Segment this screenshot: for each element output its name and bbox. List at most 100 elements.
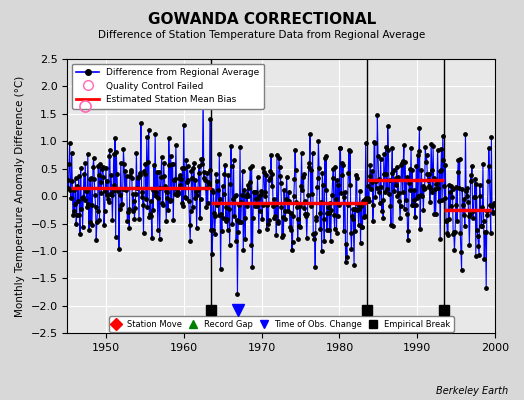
Point [257, 188, 266, 195]
Point [365, 173, 374, 179]
Point [373, 112, 381, 118]
Point [479, 161, 487, 168]
Point [323, 210, 332, 216]
Point [363, 198, 371, 204]
Point [80, 197, 89, 204]
Point [490, 200, 498, 206]
Point [381, 188, 389, 195]
Point [123, 218, 132, 224]
Point [224, 172, 233, 178]
Point [140, 168, 148, 174]
Point [453, 169, 462, 176]
Point [87, 175, 95, 182]
Point [161, 183, 169, 189]
Point [249, 215, 257, 221]
Point [352, 171, 360, 178]
Point [146, 210, 154, 217]
Point [490, 201, 499, 207]
Point [345, 146, 353, 153]
Point [69, 212, 77, 218]
Point [310, 236, 318, 242]
Point [481, 229, 489, 235]
Point [126, 173, 134, 180]
Point [301, 211, 310, 217]
Point [387, 222, 395, 229]
Point [338, 172, 346, 178]
Point [386, 177, 394, 183]
Point [241, 215, 249, 222]
Point [91, 204, 100, 210]
Point [447, 183, 455, 190]
Point [98, 165, 106, 172]
Point [242, 192, 250, 199]
Point [416, 226, 424, 232]
Point [124, 206, 133, 212]
Point [416, 125, 424, 132]
Point [313, 175, 322, 182]
Point [172, 142, 180, 148]
Point [235, 202, 243, 208]
Point [199, 85, 208, 92]
Point [421, 143, 430, 150]
Point [312, 214, 321, 220]
Point [268, 171, 277, 178]
Point [365, 198, 373, 204]
Point [489, 210, 497, 216]
Point [412, 163, 420, 170]
Point [371, 194, 379, 201]
Point [118, 200, 126, 207]
Point [334, 212, 342, 219]
Point [141, 161, 150, 167]
Point [379, 215, 387, 221]
Point [378, 197, 387, 203]
Point [115, 206, 124, 212]
Point [450, 229, 458, 236]
Point [169, 160, 177, 167]
Point [101, 208, 109, 215]
Point [318, 248, 326, 254]
Point [96, 161, 104, 167]
Point [488, 203, 496, 210]
Point [167, 197, 176, 204]
Point [151, 130, 159, 137]
Point [321, 154, 329, 161]
Point [282, 174, 291, 180]
Point [367, 185, 375, 192]
Point [206, 116, 214, 122]
Point [464, 199, 472, 206]
Point [466, 172, 475, 178]
Point [285, 189, 293, 196]
Point [464, 213, 473, 219]
Point [304, 160, 313, 166]
Point [233, 291, 242, 298]
Point [488, 208, 497, 215]
Point [344, 170, 353, 176]
Point [384, 123, 392, 129]
Point [222, 204, 231, 210]
Point [236, 219, 245, 225]
Point [119, 146, 128, 153]
Point [63, 176, 72, 183]
Point [165, 134, 173, 141]
Point [99, 164, 107, 170]
Point [158, 199, 167, 206]
Point [385, 190, 393, 197]
Point [380, 151, 388, 157]
Point [457, 249, 465, 256]
Point [92, 237, 101, 244]
Point [357, 203, 365, 209]
Point [97, 190, 106, 196]
Point [390, 188, 398, 195]
Point [396, 215, 404, 221]
Point [272, 231, 280, 238]
Point [84, 151, 92, 157]
Point [382, 170, 390, 177]
Point [140, 170, 149, 177]
Point [212, 171, 220, 178]
Point [372, 178, 380, 184]
Point [326, 200, 334, 206]
Point [403, 237, 412, 243]
Point [295, 222, 303, 229]
Point [107, 172, 115, 178]
Point [318, 170, 326, 177]
